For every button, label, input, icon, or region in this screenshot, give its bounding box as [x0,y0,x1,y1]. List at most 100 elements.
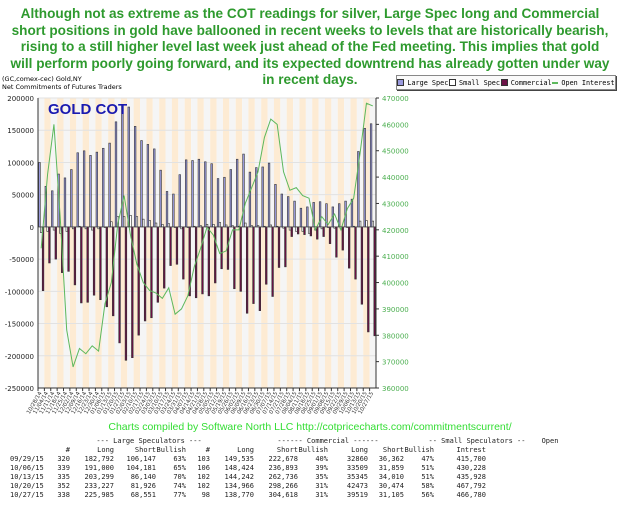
commercial-bar [303,226,306,235]
commercial-bar [182,226,185,280]
commercial-bar [175,226,179,265]
table-cell: Bullish [298,446,328,454]
commercial-bar [367,226,370,333]
table-group-header: --- Large Speculators --- ------ Commerci… [96,437,559,445]
y2-tick-label: 370000 [382,359,409,367]
commercial-bar [73,226,77,286]
stripe [140,98,147,388]
small-spec-bar [46,226,49,232]
y-tick-label: -100000 [5,288,34,296]
headline-commentary: Although not as extreme as the COT readi… [10,6,610,87]
table-cell [10,446,52,455]
commercial-bar [297,226,300,235]
cot-chart: 200000 150000 100000 50000 0 -50000 -100000 -15… [5,95,409,415]
commercial-bar [360,226,364,305]
table-cell: 335 [57,473,70,481]
y2-tick-label: 380000 [382,332,409,340]
commercial-bar [271,226,274,297]
table-header-row: # Long Short Bullish # Long Short Bullish Long Sh… [10,446,570,455]
legend-commercial: Commercial [500,79,552,87]
table-cell: 51% [421,464,434,472]
commercial-bar [322,226,325,237]
small-spec-bar [148,220,151,228]
commercial-bar [290,226,293,237]
large-spec-bar [159,169,162,228]
commercial-bar [309,226,313,237]
table-cell: Short [134,446,156,454]
table-cell: 51% [421,473,434,481]
stripe [63,98,70,388]
table-cell: 304,618 [268,491,298,499]
commercial-bar [341,226,344,251]
table-cell: 47% [421,455,434,463]
commercial-bar [245,226,249,314]
small-spec-bar [218,222,221,228]
small-spec-bar [123,216,126,228]
large-spec-bar [102,147,105,228]
table-cell: 138,770 [224,491,254,499]
table-cell: 106,147 [126,455,156,463]
table-cell: 63% [173,455,186,463]
stripe [337,98,345,388]
large-spec-bar [267,162,271,228]
stripe [95,98,102,388]
stripe [197,98,204,388]
table-cell: 10/06/15 [10,464,44,472]
small-spec-bar [301,226,304,232]
small-spec-bar [142,218,145,228]
table-cell: 352 [57,482,70,490]
table-cell: # [205,446,210,454]
stripe [280,98,287,388]
stripe [293,98,300,388]
table-cell: 415,700 [456,455,486,463]
small-spec-bar [65,226,68,232]
large-spec-bar [76,152,79,228]
table-cell: 466,780 [456,491,486,499]
stripe [171,98,179,388]
legend-small-spec: Small Spec [449,79,500,87]
commercial-bar [265,226,268,285]
chart-credit: Charts compiled by Software North LLC ht… [108,421,512,433]
stripe [120,98,128,388]
table-cell: 435,928 [456,473,486,481]
large-spec-bar [242,153,245,228]
table-cell: 149,535 [224,455,254,463]
large-spec-bar [223,176,226,228]
table-cell: 39% [315,464,328,472]
table-cell: 338 [57,491,70,499]
stripe [44,98,51,388]
y2-tick-label: 390000 [382,306,409,314]
small-spec-bar [110,221,113,228]
commercial-bar [54,226,57,260]
y-tick-label: -150000 [5,321,34,329]
large-spec-bar [197,158,201,228]
commercial-bar [335,226,338,258]
y2-tick-label: 450000 [382,148,409,156]
chart-title: GOLD COT [48,101,127,118]
commercial-bar [143,226,147,322]
large-spec-bar [229,169,232,228]
commercial-bar [99,226,102,301]
contract-label: (GC,comex-cec) Gold,NY [2,75,82,83]
chart-subtitle: Net Commitments of Futures Traders [2,83,122,91]
table-cell: 102 [197,482,210,490]
small-spec-bar [244,222,247,228]
large-spec-bar [248,171,252,228]
small-spec-bar [167,223,170,228]
table-cell: 31% [315,491,328,499]
table-row: 10/27/15 338 225,985 68,551 77% 98 138,770 304,… [10,491,570,500]
commercial-bar [239,226,242,292]
commercial-bar [214,226,217,284]
stripe [222,98,230,388]
large-spec-bar [350,198,354,228]
y2-tick-label: 470000 [382,95,409,103]
stripe [178,98,185,388]
stripe [229,98,236,388]
table-cell: 31,859 [378,464,404,472]
stripe [356,98,364,388]
table-cell: 56% [421,491,434,499]
table-cell: 09/29/15 [10,455,44,463]
large-spec-bar [261,166,264,228]
small-spec-bar [358,220,362,228]
stripe [305,98,313,388]
